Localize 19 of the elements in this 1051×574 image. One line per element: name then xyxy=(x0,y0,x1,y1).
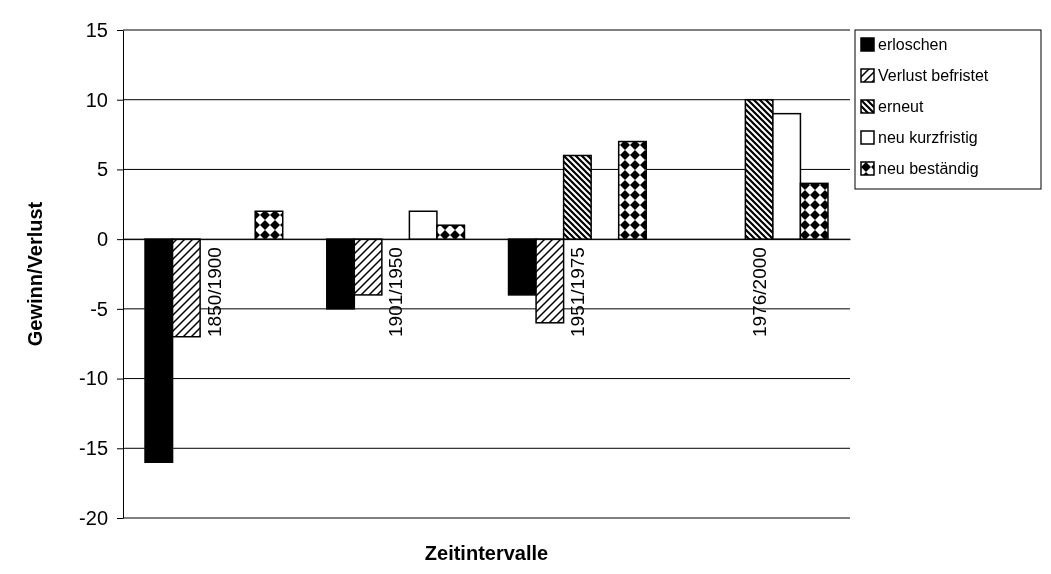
legend-label: erneut xyxy=(878,98,924,115)
y-tick-label: 15 xyxy=(85,18,108,41)
y-tick-label: -15 xyxy=(79,437,108,460)
legend-label: erloschen xyxy=(878,36,948,53)
y-tick-label: 10 xyxy=(85,88,108,111)
y-tick-label: -5 xyxy=(90,297,108,320)
y-axis-title: Gewinn/Verlust xyxy=(24,201,46,347)
y-tick-label: -20 xyxy=(79,506,108,529)
x-tick-label: 1850/1900 xyxy=(203,247,225,337)
legend-label: Verlust befristet xyxy=(878,67,989,84)
y-tick-label: 5 xyxy=(96,158,108,181)
y-tick-label: 0 xyxy=(96,228,108,251)
x-axis-title: Zeitintervalle xyxy=(424,542,549,564)
legend-label: neu kurzfristig xyxy=(878,129,978,146)
x-tick-label: 1901/1950 xyxy=(385,247,407,337)
x-tick-label: 1976/2000 xyxy=(748,247,770,337)
legend-label: neu beständig xyxy=(878,160,979,177)
x-tick-label: 1951/1975 xyxy=(567,247,589,337)
y-tick-label: -10 xyxy=(79,367,108,390)
